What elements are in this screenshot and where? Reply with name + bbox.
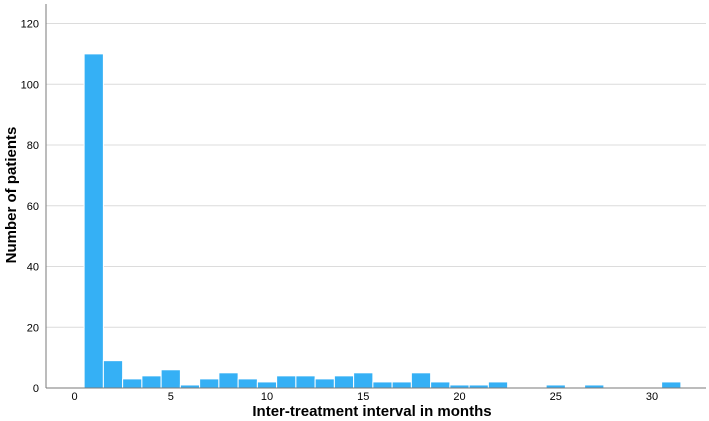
- x-axis-title: Inter-treatment interval in months: [252, 403, 491, 420]
- y-tick-label: 20: [27, 322, 39, 334]
- y-tick-label: 100: [21, 79, 39, 91]
- y-tick-label: 40: [27, 262, 39, 274]
- histogram-bar: [160, 369, 181, 389]
- x-tick-label: 5: [168, 391, 174, 403]
- histogram-bar: [122, 378, 143, 389]
- histogram-bar: [333, 375, 355, 389]
- histogram-bar: [353, 372, 374, 389]
- y-tick-label: 120: [21, 19, 39, 31]
- y-axis-title: Number of patients: [3, 127, 20, 264]
- x-tick-label: 15: [357, 391, 369, 403]
- y-tick-label: 0: [33, 383, 39, 395]
- x-tick-label: 10: [261, 391, 273, 403]
- histogram-bar: [487, 381, 509, 389]
- tick-labels: 0 20 40 60 80 100 120 0 5 10 15 20 25 30: [21, 19, 658, 404]
- histogram-bar: [661, 381, 682, 389]
- histogram-bar: [199, 378, 220, 389]
- x-tick-label: 25: [550, 391, 562, 403]
- histogram-bar: [141, 375, 162, 389]
- gridlines: [46, 23, 706, 328]
- histogram-bar: [372, 381, 393, 389]
- histogram-bar: [237, 378, 258, 389]
- y-tick-label: 80: [27, 140, 39, 152]
- axes: [45, 4, 706, 389]
- histogram-bar: [83, 53, 104, 389]
- histogram-bar: [276, 375, 297, 389]
- y-tick-label: 60: [27, 201, 39, 213]
- bars: [83, 53, 682, 389]
- x-tick-label: 20: [453, 391, 465, 403]
- histogram-bar: [218, 372, 239, 389]
- histogram-bar: [256, 381, 278, 389]
- histogram-bar: [314, 378, 335, 389]
- x-tick-label: 30: [646, 391, 658, 403]
- histogram-bar: [102, 360, 124, 389]
- histogram-bar: [410, 372, 432, 389]
- histogram-bar: [430, 381, 451, 389]
- x-tick-label: 0: [71, 391, 77, 403]
- histogram-bar: [295, 375, 316, 389]
- histogram-bar: [391, 381, 412, 389]
